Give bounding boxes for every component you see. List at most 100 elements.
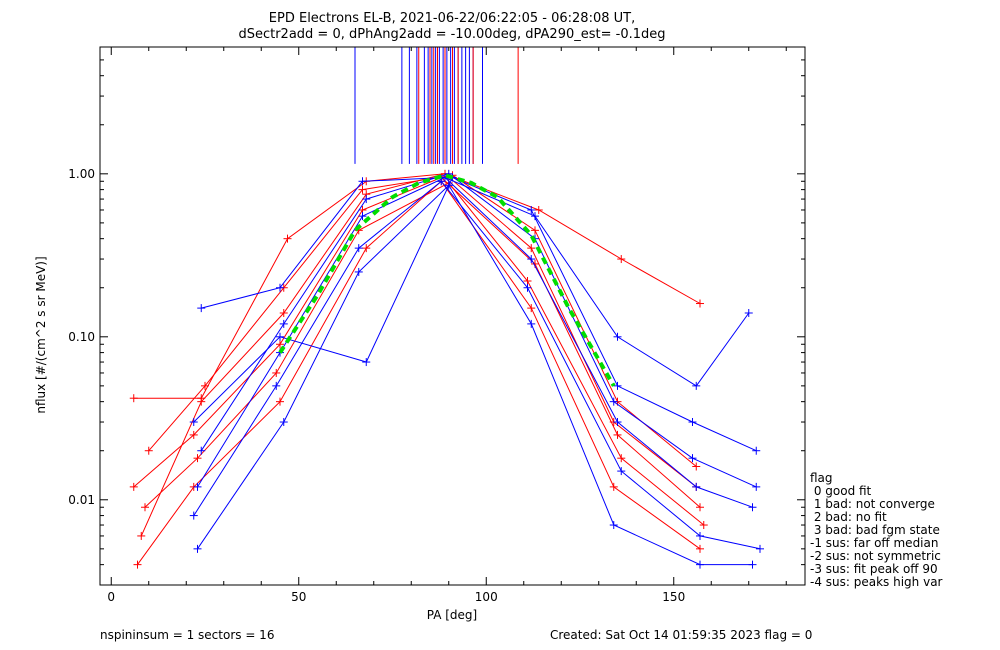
- y-tick-label: 1.00: [68, 167, 95, 181]
- plot-frame: 0 50 100 150 0.01 0.10 1.00: [68, 46, 806, 604]
- legend-entry: 2 bad: no fit: [810, 510, 887, 524]
- data-point: [527, 255, 536, 264]
- data-point: [696, 503, 704, 512]
- data-point: [696, 531, 704, 540]
- legend-entry: -3 sus: fit peak off 90: [810, 562, 938, 576]
- data-point: [696, 560, 704, 569]
- data-point: [354, 244, 363, 253]
- footer-right-info: Created: Sat Oct 14 01:59:35 2023 flag =…: [550, 628, 812, 642]
- data-point: [276, 283, 284, 292]
- data-point: [189, 418, 198, 427]
- y-tick-label: 0.01: [68, 493, 95, 507]
- data-point: [692, 462, 701, 471]
- flag-legend: flag 0 good fit 1 bad: not converge 2 ba…: [810, 471, 943, 589]
- data-point: [272, 381, 281, 390]
- data-point: [354, 267, 363, 276]
- series-line-0: [133, 176, 701, 508]
- plot-border: [99, 46, 806, 586]
- data-point: [523, 276, 532, 285]
- data-point: [527, 319, 536, 328]
- data-point: [688, 418, 697, 427]
- data-point: [283, 234, 292, 243]
- data-point: [276, 340, 284, 349]
- data-point: [358, 185, 367, 194]
- series-line-5: [133, 173, 701, 399]
- data-point: [617, 467, 626, 476]
- series-line-9: [201, 176, 750, 387]
- fit-curve: [278, 173, 616, 387]
- data-point: [362, 195, 371, 204]
- data-point: [531, 212, 539, 221]
- data-point: [692, 381, 701, 390]
- legend-entry: 1 bad: not converge: [810, 497, 935, 511]
- x-tick-label: 100: [475, 590, 498, 604]
- data-point: [609, 521, 618, 530]
- data-point: [144, 446, 153, 455]
- data-point: [527, 205, 536, 214]
- data-point: [276, 397, 284, 406]
- data-point: [189, 511, 198, 520]
- series-line-2: [144, 182, 705, 526]
- chart-title-line-1: EPD Electrons EL-B, 2021-06-22/06:22:05 …: [269, 11, 635, 26]
- plot-area: [129, 47, 764, 569]
- footer-left-info: nspininsum = 1 sectors = 16: [100, 628, 274, 642]
- series-line-7: [200, 173, 757, 488]
- legend-entry: -1 sus: far off median: [810, 536, 938, 550]
- series-line-4: [137, 180, 701, 565]
- data-point: [362, 244, 371, 253]
- data-point: [613, 430, 622, 439]
- data-point: [437, 177, 446, 186]
- data-point: [692, 482, 701, 491]
- data-point: [197, 304, 206, 313]
- data-point: [752, 482, 761, 491]
- series-line-10: [197, 184, 753, 566]
- data-point: [609, 482, 618, 491]
- data-point: [193, 544, 202, 553]
- data-point: [141, 503, 149, 512]
- data-point: [358, 212, 367, 221]
- data-point: [613, 381, 622, 390]
- y-axis-label: nflux [#/(cm^2 s sr MeV)]: [34, 256, 48, 413]
- legend-entry: 0 good fit: [810, 484, 872, 498]
- data-point: [279, 418, 288, 427]
- series-line-8: [193, 180, 761, 550]
- data-point: [523, 283, 532, 292]
- data-point: [279, 308, 288, 317]
- data-point: [748, 560, 757, 569]
- data-point: [748, 503, 757, 512]
- y-tick-label: 0.10: [68, 330, 95, 344]
- series-line-1: [140, 173, 697, 537]
- data-point: [613, 332, 622, 341]
- data-point: [617, 454, 626, 463]
- data-point: [189, 430, 198, 439]
- legend-entry: 3 bad: bad fgm state: [810, 523, 940, 537]
- data-point: [744, 308, 753, 317]
- data-point: [197, 394, 206, 403]
- data-point: [613, 418, 622, 427]
- data-point: [699, 521, 708, 530]
- data-point: [272, 368, 281, 377]
- data-point: [527, 244, 536, 253]
- legend-entry: -2 sus: not symmetric: [810, 549, 941, 563]
- x-axis-label: PA [deg]: [427, 608, 477, 622]
- data-point: [752, 446, 761, 455]
- data-point: [133, 560, 142, 569]
- legend-title: flag: [810, 471, 833, 485]
- data-point: [137, 531, 146, 540]
- series-line-11: [193, 176, 757, 452]
- data-point: [276, 332, 284, 341]
- chart-title-line-2: dSectr2add = 0, dPhAng2add = -10.00deg, …: [238, 27, 665, 42]
- data-point: [193, 454, 202, 463]
- legend-entry: -4 sus: peaks high var: [810, 575, 943, 589]
- data-point: [358, 177, 367, 186]
- data-point: [696, 544, 704, 553]
- data-point: [129, 394, 138, 403]
- data-point: [609, 397, 618, 406]
- data-point: [279, 319, 288, 328]
- data-point: [129, 482, 138, 491]
- series-line-3: [148, 174, 697, 467]
- data-point: [756, 544, 764, 553]
- data-point: [362, 358, 371, 367]
- data-point: [688, 454, 697, 463]
